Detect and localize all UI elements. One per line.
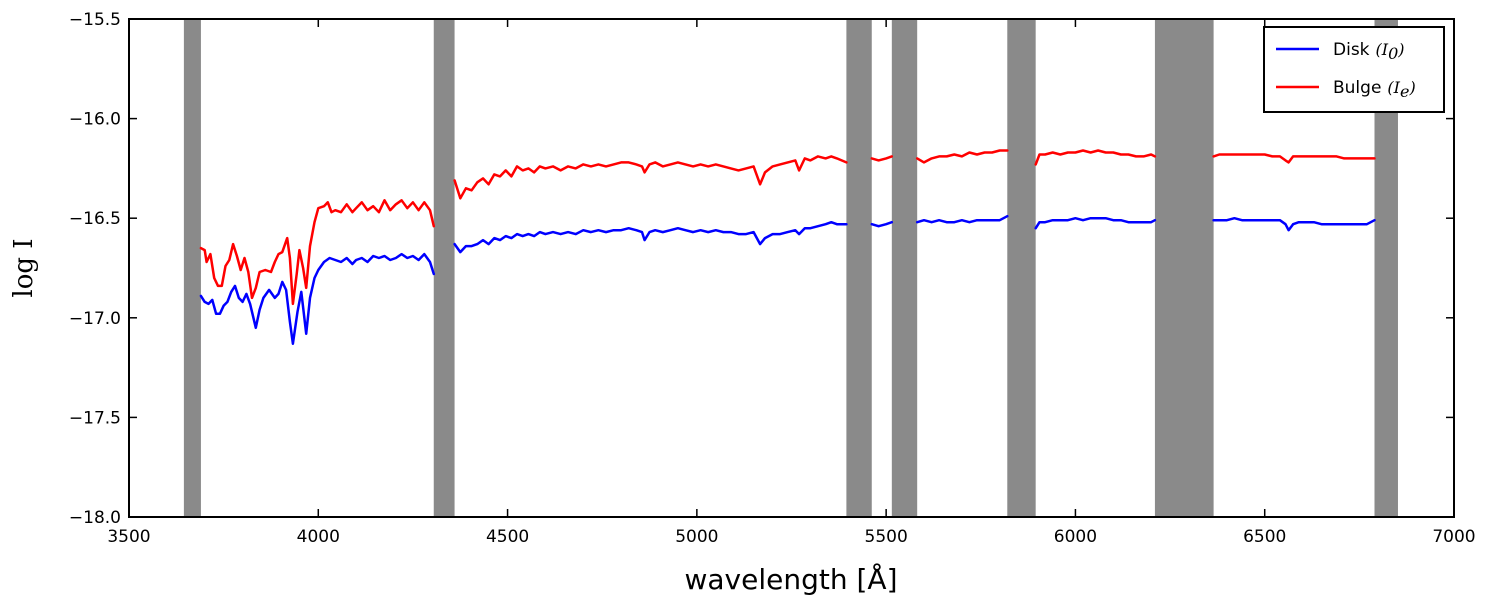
legend-label-bulge: Bulge (Ie) — [1333, 78, 1416, 101]
y-tick-label: −15.5 — [69, 10, 121, 30]
x-tick-label: 7000 — [1432, 527, 1475, 547]
masked-region-5 — [1154, 19, 1214, 517]
masked-region-6 — [1374, 19, 1398, 517]
series-bulge-segment-1 — [453, 155, 848, 200]
series-bulge-segment-2 — [870, 155, 894, 162]
y-tick-label: −16.0 — [69, 110, 121, 130]
y-tick-label: −16.5 — [69, 209, 121, 229]
masked-region-1 — [433, 19, 455, 517]
x-tick-label: 5000 — [675, 527, 718, 547]
y-tick-label: −17.0 — [69, 309, 121, 329]
series-disk-segment-2 — [870, 220, 894, 228]
y-tick-label: −17.5 — [69, 408, 121, 428]
series-bulge-segment-0 — [199, 199, 436, 306]
x-tick-label: 4500 — [486, 527, 529, 547]
x-tick-label: 5500 — [865, 527, 908, 547]
x-tick-label: 3500 — [107, 527, 150, 547]
y-tick-label: −18.0 — [69, 508, 121, 528]
x-axis-ticks: 3500 4000 4500 5000 5500 6000 6500 7000 — [107, 19, 1476, 547]
masked-region-2 — [846, 19, 872, 517]
x-tick-label: 4000 — [297, 527, 340, 547]
series-disk-segment-4 — [1034, 216, 1157, 230]
legend: Disk (I0) Bulge (Ie) — [1263, 26, 1445, 113]
series-bulge-segment-5 — [1212, 153, 1376, 164]
x-tick-label: 6500 — [1243, 527, 1286, 547]
plot-frame — [128, 18, 1455, 518]
legend-label-disk: Disk (I0) — [1333, 40, 1405, 63]
y-axis-title: log I — [9, 238, 39, 297]
series-bulge-segment-3 — [915, 149, 1009, 164]
x-axis-title: wavelength [Å] — [684, 562, 897, 596]
series-disk-segment-3 — [915, 214, 1009, 224]
series-bulge-segment-4 — [1034, 149, 1157, 166]
series-disk-segment-1 — [453, 220, 848, 254]
masked-region-4 — [1007, 19, 1036, 517]
y-axis-ticks: −18.0 −17.5 −17.0 −16.5 −16.0 −15.5 — [69, 10, 1454, 528]
masked-region-3 — [891, 19, 918, 517]
legend-box — [1263, 26, 1445, 113]
series-lines — [199, 149, 1376, 345]
series-disk-segment-5 — [1212, 216, 1376, 232]
series-disk-segment-0 — [199, 252, 436, 345]
masked-regions — [183, 19, 1398, 517]
x-tick-label: 6000 — [1054, 527, 1097, 547]
masked-region-0 — [183, 19, 201, 517]
